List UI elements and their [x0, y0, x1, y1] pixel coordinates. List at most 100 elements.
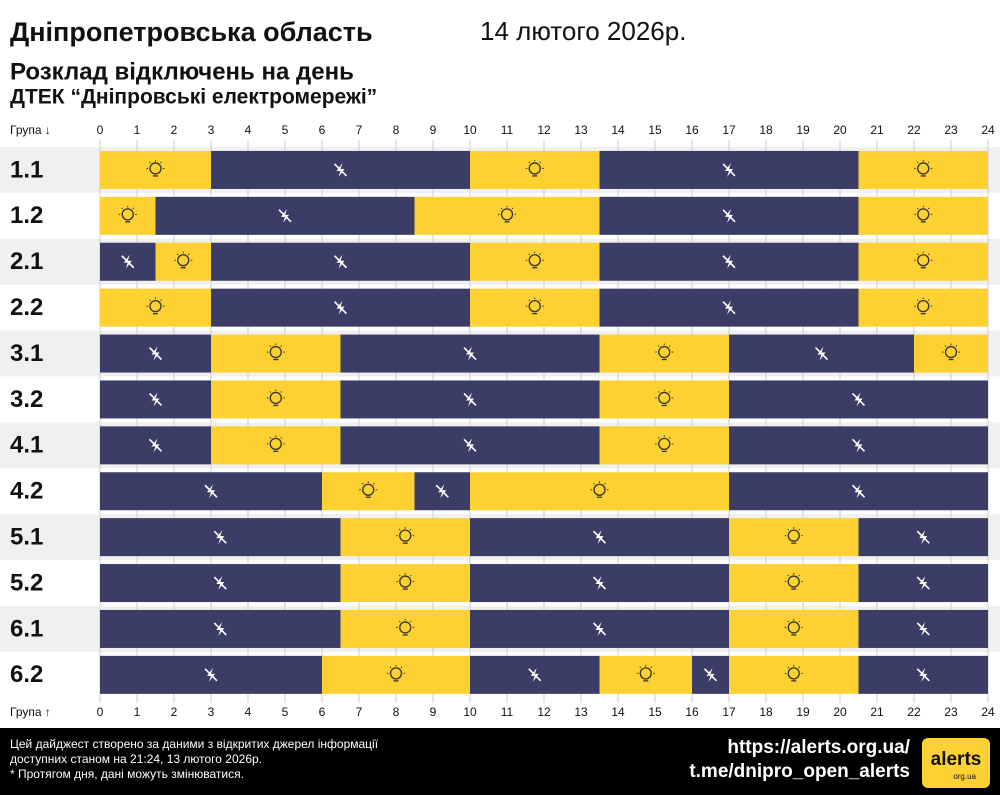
x-tick-label: 4: [245, 705, 252, 719]
power-on-segment: [858, 150, 988, 189]
power-on-segment: [211, 334, 341, 373]
x-tick-label: 24: [981, 705, 995, 719]
icon-part: [398, 528, 401, 531]
icon-power-off: [333, 300, 348, 315]
x-tick-label: 17: [722, 123, 736, 137]
icon-power-on: [387, 664, 405, 682]
icon-power-on: [784, 573, 803, 590]
icon-power-off: [916, 576, 930, 591]
icon-part: [798, 620, 801, 623]
title: Дніпропетровська область: [10, 17, 373, 47]
x-tick-label: 11: [501, 123, 514, 137]
icon-power-on: [118, 205, 137, 223]
icon-part: [148, 392, 163, 407]
icon-part: [944, 345, 947, 347]
logo-box: [922, 738, 990, 788]
icon-power-on: [784, 618, 803, 636]
logo-sub: org.ua: [953, 772, 976, 781]
x-tick-label: 16: [685, 705, 699, 719]
icon-power-off: [851, 438, 866, 453]
group-label: 4.1: [10, 432, 43, 459]
icon-power-off: [204, 667, 218, 682]
icon-part: [148, 346, 163, 361]
group-label: 3.2: [10, 386, 43, 413]
x-tick-label: 19: [796, 705, 810, 719]
x-tick-label: 9: [430, 123, 437, 137]
icon-power-off: [213, 530, 227, 545]
icon-power-off: [463, 392, 477, 407]
power-on-segment: [211, 426, 341, 465]
icon-part: [269, 391, 282, 405]
x-tick-label: 22: [907, 123, 921, 137]
power-on-segment: [100, 288, 211, 327]
icon-part: [213, 622, 227, 636]
x-tick-label: 7: [356, 705, 363, 719]
group-label: 5.2: [10, 569, 43, 596]
icon-part: [528, 254, 541, 267]
icon-power-on: [914, 205, 933, 223]
icon-power-on: [525, 159, 544, 177]
icon-part: [149, 299, 151, 302]
icon-part: [592, 622, 607, 636]
icon-part: [528, 299, 531, 302]
icon-power-off: [333, 162, 348, 177]
icon-part: [916, 668, 930, 682]
power-on-segment: [729, 655, 859, 694]
icon-power-on: [914, 251, 933, 269]
x-tick-label: 0: [97, 123, 104, 137]
icon-power-on: [942, 343, 960, 361]
icon-part: [916, 622, 930, 636]
icon-part: [389, 666, 392, 669]
icon-part: [639, 667, 652, 680]
icon-power-off: [148, 392, 163, 407]
icon-part: [917, 162, 930, 175]
icon-part: [372, 482, 375, 485]
icon-power-on: [396, 618, 415, 636]
icon-power-off: [916, 530, 930, 545]
footer-note: * Протягом дня, дані можуть змінюватися.: [10, 767, 244, 781]
icon-part: [187, 253, 190, 256]
icon-part: [528, 162, 541, 175]
icon-part: [722, 255, 736, 269]
x-tick-label: 12: [537, 123, 551, 137]
group-label: 1.1: [10, 156, 43, 183]
x-tick-label: 5: [282, 705, 289, 719]
icon-power-off: [213, 576, 227, 591]
icon-part: [333, 163, 348, 177]
link[interactable]: https://alerts.org.ua/: [727, 737, 910, 758]
x-tick-label: 23: [944, 123, 958, 137]
group-label: 2.1: [10, 248, 43, 275]
icon-power-on: [146, 297, 165, 315]
x-tick-label: 12: [537, 705, 551, 719]
icon-part: [409, 528, 412, 531]
icon-part: [787, 621, 800, 634]
power-on-segment: [914, 334, 988, 373]
icon-part: [463, 392, 477, 407]
x-tick-label: 22: [907, 705, 921, 719]
icon-part: [787, 574, 790, 577]
icon-part: [463, 438, 477, 452]
y-label-top: Група ↓: [10, 123, 51, 137]
subtitle: Розклад відключень на день: [10, 58, 354, 85]
icon-part: [668, 436, 671, 439]
icon-part: [204, 668, 218, 682]
power-on-segment: [470, 150, 600, 189]
icon-power-off: [463, 346, 477, 361]
icon-part: [528, 253, 531, 256]
x-tick-label: 23: [944, 705, 958, 719]
icon-power-off: [722, 254, 736, 269]
icon-part: [927, 253, 930, 256]
icon-part: [944, 345, 958, 359]
icon-part: [399, 529, 412, 542]
link[interactable]: t.me/dnipro_open_alerts: [689, 761, 910, 782]
icon-part: [132, 207, 135, 210]
icon-part: [528, 668, 542, 682]
icon-part: [528, 161, 531, 164]
icon-power-on: [396, 573, 415, 590]
icon-part: [916, 253, 919, 256]
x-tick-label: 1: [134, 705, 141, 719]
icon-part: [149, 161, 151, 164]
icon-part: [593, 482, 595, 485]
icon-power-off: [204, 484, 218, 499]
icon-part: [362, 483, 375, 496]
